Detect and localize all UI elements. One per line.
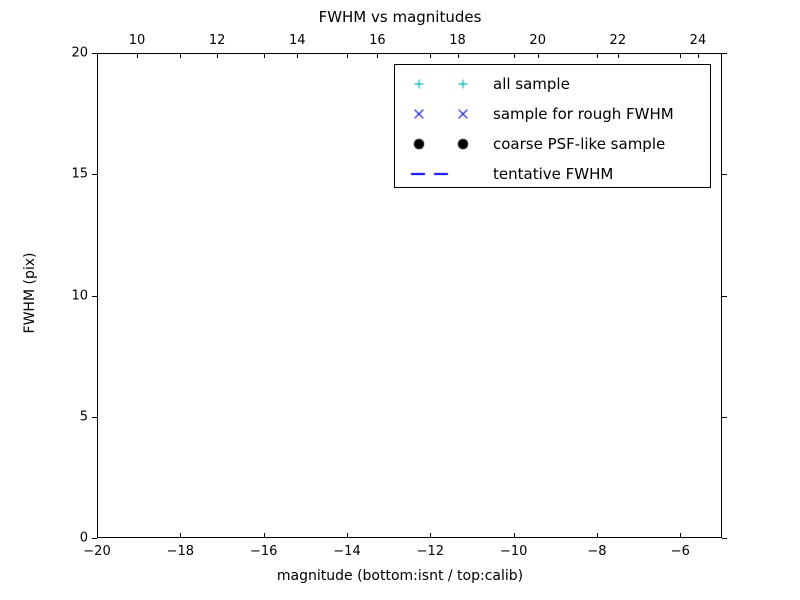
legend-item-coarse-psf: coarse PSF-like sample [401, 129, 702, 159]
top-tick-label: 12 [208, 33, 226, 48]
top-tick-mark [377, 53, 379, 58]
x-tick-mark-top-inner [513, 53, 515, 58]
y-tick-mark-right [722, 416, 727, 418]
legend-item-tentative-fwhm: tentative FWHM [401, 159, 702, 189]
y-tick-label: 15 [71, 166, 88, 182]
x-tick-mark [347, 533, 348, 538]
top-tick-label: 22 [609, 33, 627, 48]
x-tick-mark [180, 533, 182, 538]
x-tick-mark-top-inner [97, 53, 98, 58]
x-tick-mark-top-inner [430, 53, 432, 58]
y-tick-label: 10 [71, 288, 88, 303]
legend-item-all-sample: all sample [401, 69, 702, 99]
x-tick-label: −20 [83, 544, 111, 559]
top-tick-mark [297, 53, 299, 58]
y-tick-mark-right [722, 174, 727, 176]
y-tick-mark-right [722, 53, 727, 54]
y-tick-mark [92, 295, 97, 297]
x-tick-mark-top-inner [347, 53, 348, 58]
x-tick-mark [597, 533, 598, 538]
y-tick-mark [92, 174, 97, 176]
top-tick-mark [537, 53, 539, 58]
x-tick-label: −12 [416, 544, 445, 559]
y-tick-label: 0 [79, 530, 88, 546]
dot-marker-icon [401, 131, 493, 157]
legend-label: all sample [493, 75, 570, 93]
y-axis-label: FWHM (pix) [22, 252, 38, 334]
x-tick-mark [680, 533, 682, 538]
y-tick-mark [92, 538, 97, 539]
top-tick-label: 20 [529, 33, 546, 48]
x-tick-mark [97, 533, 98, 538]
top-tick-label: 24 [689, 33, 707, 48]
top-tick-label: 18 [449, 33, 466, 48]
x-axis-label: magnitude (bottom:isnt / top:calib) [276, 568, 524, 584]
y-tick-label: 5 [79, 409, 88, 425]
x-tick-label: −10 [499, 544, 528, 559]
legend-item-rough-fwhm: sample for rough FWHM [401, 99, 702, 129]
top-tick-label: 16 [369, 33, 386, 48]
legend: all sample sample for rough FWHM coarse … [394, 64, 711, 188]
x-tick-mark [513, 533, 515, 538]
top-tick-mark [137, 53, 139, 58]
y-tick-mark-right [722, 295, 727, 297]
plus-marker-icon [401, 71, 493, 97]
y-tick-mark [92, 416, 97, 418]
x-tick-mark [430, 533, 432, 538]
x-tick-mark-top-inner [180, 53, 182, 58]
x-tick-mark [263, 533, 265, 538]
top-tick-mark [617, 53, 619, 58]
x-tick-mark-top-inner [597, 53, 598, 58]
cross-marker-icon [401, 101, 493, 127]
x-tick-mark-top-inner [680, 53, 682, 58]
x-tick-label: −6 [670, 544, 690, 559]
x-tick-label: −18 [166, 544, 195, 559]
x-tick-label: −14 [333, 544, 361, 559]
x-tick-label: −16 [249, 544, 278, 559]
y-tick-mark [92, 53, 97, 54]
x-tick-mark-top-inner [263, 53, 265, 58]
legend-label: coarse PSF-like sample [493, 135, 666, 153]
legend-label: sample for rough FWHM [493, 105, 674, 123]
top-tick-mark [457, 53, 459, 58]
dashed-line-icon [401, 161, 493, 187]
top-tick-mark [217, 53, 219, 58]
top-tick-mark [697, 53, 699, 58]
top-tick-label: 10 [128, 33, 146, 48]
legend-label: tentative FWHM [493, 165, 614, 183]
y-tick-mark-right [722, 538, 727, 539]
y-tick-label: 20 [71, 45, 88, 61]
top-tick-label: 14 [289, 33, 306, 48]
chart-title: FWHM vs magnitudes [318, 8, 482, 26]
x-tick-label: −8 [587, 544, 607, 559]
